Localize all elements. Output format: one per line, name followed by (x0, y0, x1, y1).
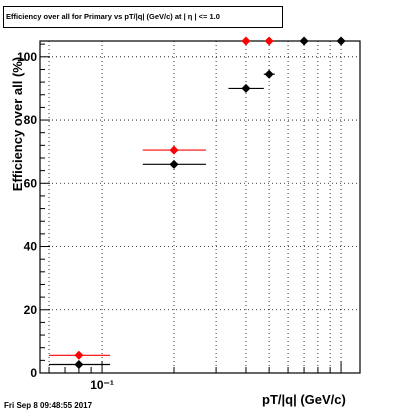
x-axis-label: pT/|q| (GeV/c) (262, 392, 346, 407)
chart-title: Efficiency over all for Primary vs pT/|q… (3, 6, 283, 28)
y-tick-label: 20 (24, 303, 38, 317)
data-point (169, 145, 179, 155)
axis-ticks: 10⁻¹ 0 20 40 60 80 100 (17, 43, 342, 392)
series-0 (49, 36, 346, 369)
grid-lines (40, 41, 360, 374)
data-point (336, 36, 346, 46)
data-point (299, 36, 309, 46)
data-series (49, 36, 346, 369)
timestamp: Fri Sep 8 09:48:55 2017 (4, 401, 93, 410)
y-tick-label: 40 (24, 240, 38, 254)
x-tick-label: 10⁻¹ (90, 378, 114, 392)
y-tick-label: 60 (24, 176, 38, 190)
y-tick-label: 0 (30, 366, 37, 380)
y-tick-label: 80 (24, 113, 38, 127)
data-point (241, 83, 251, 93)
y-axis-label: Efficiency over all (%) (10, 56, 25, 192)
data-point (74, 359, 84, 369)
data-point (241, 36, 251, 46)
data-point (169, 159, 179, 169)
y-tick-label: 100 (17, 50, 37, 64)
data-point (74, 350, 84, 360)
plot-frame (39, 40, 361, 374)
data-point (264, 69, 274, 79)
data-point (264, 36, 274, 46)
series-1 (49, 36, 274, 360)
